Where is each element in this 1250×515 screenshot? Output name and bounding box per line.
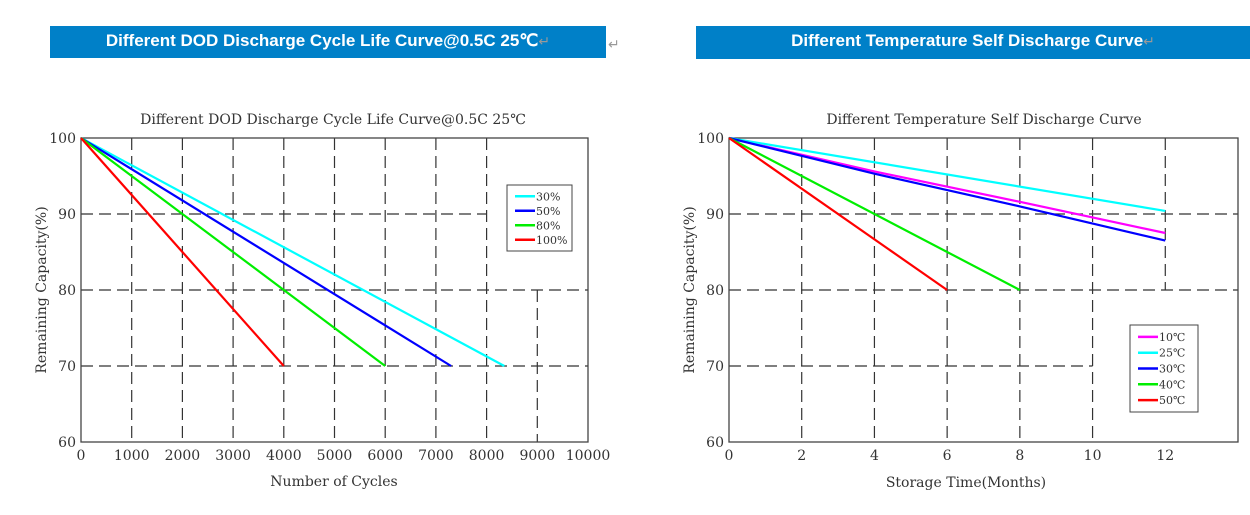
y-tick-label: 90 (706, 207, 724, 223)
x-tick-label: 12 (1156, 448, 1174, 464)
legend-label: 50% (536, 205, 560, 218)
y-tick-label: 60 (58, 435, 76, 451)
x-tick-label: 6 (943, 448, 952, 464)
legend-label: 30℃ (1159, 363, 1185, 376)
y-axis-label-right: Remaining Capacity(%) (682, 206, 698, 373)
x-tick-label: 2000 (165, 448, 201, 464)
x-tick-label: 0 (725, 448, 734, 464)
x-axis-label-right: Storage Time(Months) (886, 475, 1046, 491)
y-tick-label: 80 (58, 283, 76, 299)
legend-label: 50℃ (1159, 394, 1185, 407)
header-left-title: Different DOD Discharge Cycle Life Curve… (105, 31, 539, 50)
series-line-50 (80, 137, 452, 367)
series-line-50 (728, 137, 948, 291)
y-tick-label: 70 (58, 359, 76, 375)
plot-frame (728, 137, 1239, 443)
series-line-30 (728, 136, 1166, 242)
x-tick-label: 4000 (266, 448, 302, 464)
y-tick-label: 100 (49, 131, 76, 147)
x-tick-label: 3000 (215, 448, 251, 464)
series-line-40 (728, 137, 1021, 291)
chart-title-right: Different Temperature Self Discharge Cur… (826, 112, 1141, 128)
plot-frame (80, 137, 589, 443)
x-tick-label: 0 (77, 448, 86, 464)
legend-label: 100% (536, 234, 567, 247)
legend-label: 25℃ (1159, 347, 1185, 360)
y-tick-label: 60 (706, 435, 724, 451)
x-tick-label: 9000 (519, 448, 555, 464)
x-tick-label: 10 (1084, 448, 1102, 464)
header-left: Different DOD Discharge Cycle Life Curve… (50, 26, 606, 58)
x-tick-label: 8000 (469, 448, 505, 464)
header-right: Different Temperature Self Discharge Cur… (696, 26, 1250, 59)
return-mark-icon: ↵ (608, 36, 620, 52)
x-tick-label: 10000 (566, 448, 611, 464)
y-tick-label: 70 (706, 359, 724, 375)
x-tick-label: 2 (797, 448, 806, 464)
chart-title-left: Different DOD Discharge Cycle Life Curve… (140, 112, 526, 128)
x-axis-label-left: Number of Cycles (270, 474, 397, 490)
x-tick-label: 7000 (418, 448, 454, 464)
y-axis-label-left: Remaining Capacity(%) (34, 206, 50, 373)
legend-label: 30% (536, 190, 560, 203)
x-tick-label: 6000 (367, 448, 403, 464)
series-line-100 (80, 137, 285, 367)
legend-label: 10℃ (1159, 331, 1185, 344)
y-tick-label: 80 (706, 283, 724, 299)
header-right-title: Different Temperature Self Discharge Cur… (791, 31, 1144, 50)
series-line-10 (728, 136, 1166, 235)
legend-label: 40℃ (1159, 378, 1185, 391)
y-tick-label: 90 (58, 207, 76, 223)
series-line-30 (80, 137, 505, 367)
x-tick-label: 4 (870, 448, 879, 464)
x-tick-label: 8 (1015, 448, 1024, 464)
series-line-80 (80, 137, 386, 367)
legend-label: 80% (536, 219, 560, 232)
return-mark-icon: ↵ (538, 33, 551, 49)
series-line-25 (728, 136, 1166, 213)
y-tick-label: 100 (697, 131, 724, 147)
return-mark-icon: ↵ (1143, 33, 1155, 49)
x-tick-label: 1000 (114, 448, 150, 464)
x-tick-label: 5000 (317, 448, 353, 464)
